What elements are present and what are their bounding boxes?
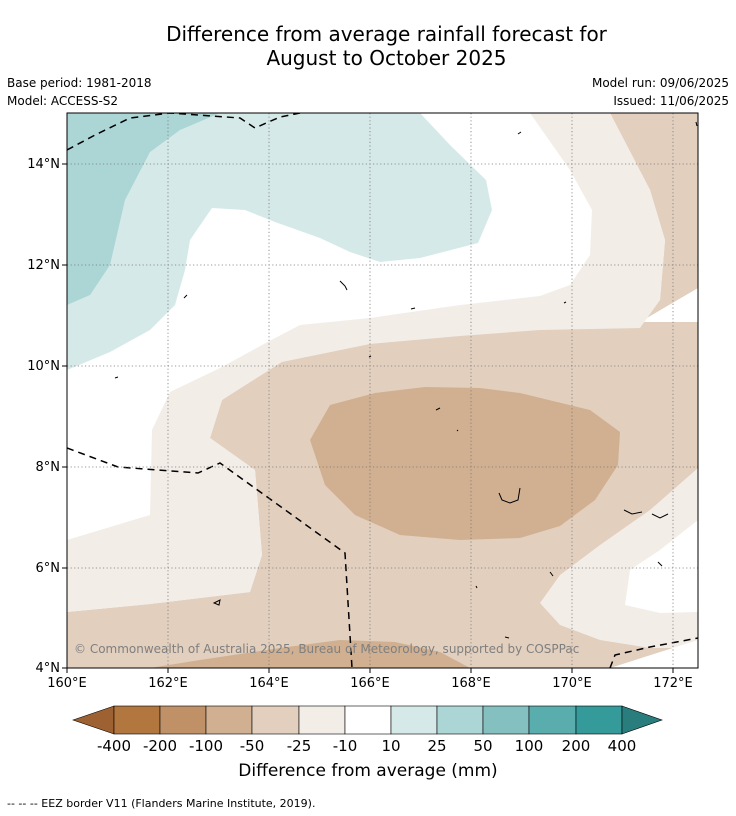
colorbar-labels: -400 -200 -100 -50 -25 -10 10 25 50 100 …	[97, 737, 636, 755]
colorbar-swatch	[113, 705, 161, 735]
coastlines	[114, 121, 698, 639]
x-tick-label: 164°E	[249, 676, 289, 691]
colorbar-label: 25	[427, 737, 446, 755]
colorbar-label: -200	[143, 737, 177, 755]
gridlines	[67, 113, 698, 668]
colorbar-label: 200	[562, 737, 591, 755]
model-run: Model run: 09/06/2025	[591, 76, 729, 90]
colorbar-title: Difference from average (mm)	[238, 761, 498, 781]
colorbar-swatch	[390, 705, 438, 735]
colorbar-label: -400	[97, 737, 131, 755]
colorbar-label: 10	[381, 737, 400, 755]
base-period: Base period: 1981-2018	[7, 76, 152, 90]
colorbar-label: -25	[287, 737, 312, 755]
meta-left: Base period: 1981-2018 Model: ACCESS-S2	[7, 74, 152, 110]
colorbar-swatch	[528, 705, 577, 735]
map-frame	[66, 112, 699, 669]
colorbar-swatch	[344, 705, 392, 735]
region-minus-50-bottom	[150, 640, 470, 668]
eez-footnote: -- -- -- EEZ border V11 (Flanders Marine…	[7, 797, 316, 810]
region-minus-50	[310, 387, 620, 540]
y-tick-label: 12°N	[27, 258, 60, 273]
title-line-2: August to October 2025	[266, 46, 507, 70]
copyright-text: © Commonwealth of Australia 2025, Bureau…	[74, 642, 579, 656]
y-tick-label: 14°N	[27, 157, 60, 172]
colorbar-swatch	[251, 705, 300, 735]
model-name: Model: ACCESS-S2	[7, 94, 119, 108]
colorbar-label: -100	[189, 737, 223, 755]
colorbar-arrow-low	[72, 705, 115, 735]
region-minus-10-west	[67, 113, 665, 612]
colorbar	[72, 705, 663, 735]
y-tick-label: 8°N	[36, 460, 61, 475]
map-fields: © Commonwealth of Australia 2025, Bureau…	[67, 113, 698, 668]
issued-date: Issued: 11/06/2025	[613, 94, 729, 108]
region-neutral-bottom	[610, 640, 698, 668]
colorbar-label: 400	[608, 737, 637, 755]
colorbar-swatch	[482, 705, 530, 735]
region-neutral-east	[625, 520, 698, 613]
x-axis-labels: 160°E 162°E 164°E 166°E 168°E 170°E 172°…	[47, 676, 693, 691]
colorbar-swatch	[575, 705, 623, 735]
eez-borders	[67, 113, 698, 668]
x-tick-label: 166°E	[350, 676, 390, 691]
y-tick-label: 10°N	[27, 359, 60, 374]
y-axis-labels: 14°N 12°N 10°N 8°N 6°N 4°N	[27, 157, 60, 676]
x-tick-label: 172°E	[653, 676, 693, 691]
y-axis-ticks	[62, 163, 67, 669]
colorbar-swatch	[205, 705, 253, 735]
colorbar-swatch	[436, 705, 484, 735]
colorbar-swatch	[159, 705, 207, 735]
colorbar-label: 100	[515, 737, 544, 755]
meta-right: Model run: 09/06/2025 Issued: 11/06/2025	[592, 74, 729, 110]
colorbar-label: -10	[333, 737, 358, 755]
colorbar-label: -50	[240, 737, 265, 755]
colorbar-swatch	[298, 705, 346, 735]
x-axis-ticks	[66, 668, 674, 673]
colorbar-label: 50	[473, 737, 492, 755]
region-plus-25	[67, 113, 220, 305]
chart-title: Difference from average rainfall forecas…	[0, 22, 736, 70]
x-tick-label: 168°E	[451, 676, 491, 691]
colorbar-arrow-high	[621, 705, 663, 735]
region-plus-10	[67, 113, 492, 370]
title-line-1: Difference from average rainfall forecas…	[166, 22, 607, 46]
y-tick-label: 4°N	[36, 661, 61, 676]
x-tick-label: 162°E	[148, 676, 188, 691]
x-tick-label: 160°E	[47, 676, 87, 691]
y-tick-label: 6°N	[36, 561, 61, 576]
x-tick-label: 170°E	[552, 676, 592, 691]
